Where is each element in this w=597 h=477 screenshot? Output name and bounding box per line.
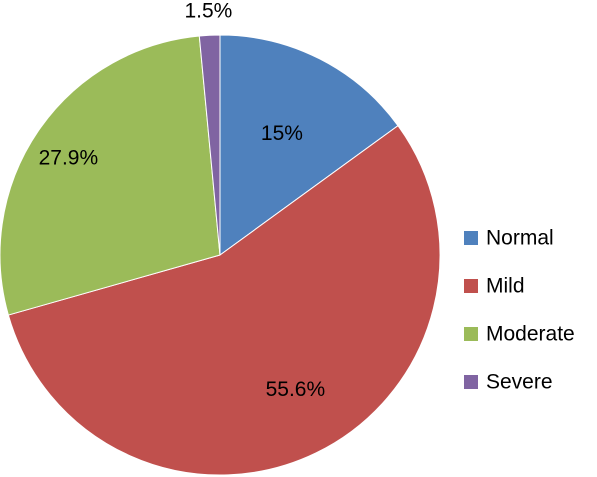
data-label-moderate: 27.9%: [39, 147, 99, 170]
legend-label-normal: Normal: [486, 227, 554, 250]
pie-slice-normal: [219, 34, 399, 256]
pie-slice-mild: [7, 124, 441, 476]
legend-swatch-severe: [464, 375, 478, 389]
legend-label-severe: Severe: [486, 371, 553, 394]
data-label-mild: 55.6%: [266, 378, 326, 401]
pie-slices: [0, 34, 441, 476]
legend-label-moderate: Moderate: [486, 323, 575, 346]
pie-slice-moderate: [0, 35, 221, 316]
data-label-severe: 1.5%: [184, 0, 232, 22]
legend-swatch-normal: [464, 231, 478, 245]
chart-legend: Normal Mild Moderate Severe: [464, 227, 575, 394]
legend-label-mild: Mild: [486, 275, 525, 298]
legend-swatch-mild: [464, 279, 478, 293]
pie-slice-severe: [198, 34, 221, 256]
legend-swatch-moderate: [464, 327, 478, 341]
data-label-normal: 15%: [261, 122, 303, 145]
pie-data-labels: 15% 55.6% 27.9% 1.5%: [39, 0, 326, 401]
